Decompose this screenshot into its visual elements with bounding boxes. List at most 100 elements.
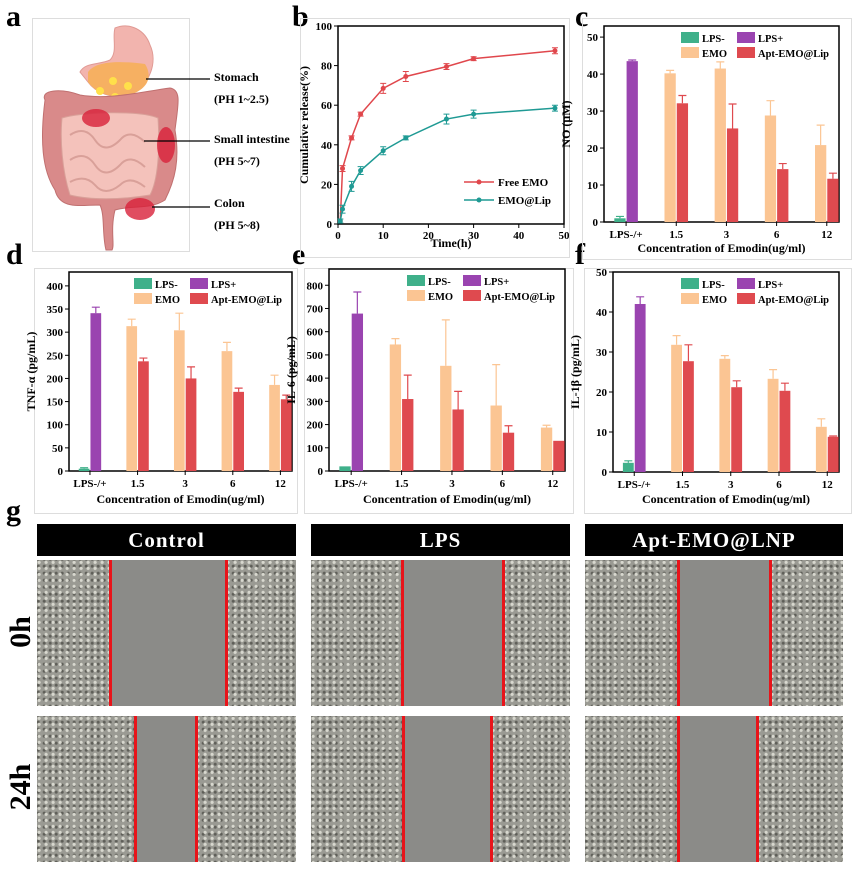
y-tick-label-f: 10 (596, 427, 608, 439)
error-bar (234, 387, 243, 392)
bar-apt-emo-lip (827, 178, 839, 222)
y-tick-label-f: 40 (596, 307, 608, 319)
y-tick-label-d: 200 (47, 373, 64, 385)
data-point (340, 206, 346, 212)
y-tick-label-c: 10 (587, 180, 599, 192)
legend-swatch (737, 278, 755, 289)
legend-label: Apt-EMO@Lip (758, 295, 829, 306)
panel-label-b: b (292, 0, 309, 33)
legend-swatch (737, 32, 755, 43)
cell-region (37, 716, 135, 862)
row-label-0h: 0h (4, 616, 37, 648)
bar-lps- (78, 468, 90, 471)
bar-emo (269, 384, 280, 471)
bar-apt-emo-lip (233, 391, 244, 471)
data-point (358, 111, 364, 117)
y-tick-label-e: 400 (307, 373, 324, 385)
legend-label: EMO (428, 292, 453, 303)
data-point (349, 183, 355, 189)
legend-label: LPS+ (211, 280, 236, 291)
legend-label: LPS+ (484, 277, 509, 288)
error-bar (615, 215, 624, 219)
error-bar (91, 306, 100, 314)
x-tick-label-d: 3 (182, 478, 188, 490)
legend-marker (476, 179, 482, 185)
data-point (403, 135, 409, 141)
error-bar (139, 357, 148, 362)
panel-label-g: g (6, 494, 21, 527)
colon-label: Colon (214, 196, 245, 210)
bar-emo (540, 427, 553, 471)
bar-apt-emo-lip (682, 361, 694, 472)
bar-emo (440, 365, 452, 471)
y-axis-label-f: IL-1β (pg/mL) (568, 335, 582, 409)
y-tick-label-d: 100 (47, 420, 64, 432)
error-bar (766, 100, 775, 116)
bar-emo (221, 351, 233, 471)
y-axis-label-e: IL-6 (pg/mL) (284, 336, 298, 404)
bar-apt-emo-lip (452, 409, 464, 471)
panel-label-e: e (292, 238, 306, 271)
y-tick-label-d: 350 (47, 304, 64, 316)
legend-label: LPS- (155, 280, 178, 291)
legend-label: EMO (702, 49, 727, 60)
panel-label-a: a (6, 0, 21, 33)
bar-emo (714, 68, 726, 222)
scratch-gap (402, 560, 503, 706)
bar-apt-emo-lip (138, 361, 149, 471)
error-bar (732, 380, 741, 388)
error-bar (391, 338, 400, 345)
legend-swatch (681, 278, 699, 289)
stomach-ph: (PH 1~2.5) (214, 92, 269, 106)
panel-c-frame (582, 18, 852, 260)
x-tick-label-c: 1.5 (669, 229, 683, 241)
legend-label: EMO (155, 295, 180, 306)
y-tick-label-e: 700 (307, 303, 324, 315)
data-point (358, 168, 364, 174)
bar-emo (767, 378, 779, 472)
y-tick-label-f: 20 (596, 387, 608, 399)
column-header-control: Control (37, 524, 296, 556)
data-point (552, 48, 558, 54)
x-tick-label-c: 12 (821, 229, 833, 241)
y-tick-label-b: 60 (321, 100, 333, 112)
error-bar (678, 94, 687, 104)
error-bar (778, 162, 787, 170)
legend-label: LPS- (702, 34, 725, 45)
cell-region (311, 716, 403, 862)
data-point (471, 56, 477, 62)
error-bar (441, 319, 450, 366)
x-tick-label-d: 6 (230, 478, 236, 490)
data-point (337, 218, 343, 224)
cell-region (311, 560, 402, 706)
legend-swatch (681, 47, 699, 58)
bar-apt-emo-lip (553, 440, 565, 471)
y-axis-label-b: Cumulative release(%) (297, 66, 311, 184)
data-point (552, 105, 558, 111)
y-tick-label-c: 30 (587, 106, 599, 118)
scratch-image-control-24h (37, 716, 296, 862)
legend-label: Apt-EMO@Lip (484, 292, 555, 303)
x-tick-label-d: LPS-/+ (73, 478, 106, 490)
y-tick-label-b: 40 (321, 140, 333, 152)
scratch-gap (403, 716, 491, 862)
scratch-image-control-0h (37, 560, 296, 706)
data-point (340, 166, 346, 172)
panel-f-frame (584, 268, 852, 514)
panel-a-frame (32, 18, 190, 252)
legend-swatch (681, 293, 699, 304)
digestive-tract-illustration (41, 25, 210, 251)
bar-emo (389, 344, 402, 471)
bar-apt-emo-lip (280, 399, 292, 471)
legend-swatch (134, 278, 152, 289)
x-tick-label-b: 0 (335, 230, 341, 242)
y-tick-label-f: 30 (596, 347, 608, 359)
scratch-image-apt-emo-lnp-24h (585, 716, 843, 862)
scratch-gap (110, 560, 226, 706)
bar-emo (664, 73, 676, 222)
legend-label: EMO@Lip (498, 195, 551, 207)
column-header-apt-emo-lnp: Apt-EMO@LNP (585, 524, 843, 556)
wound-edge-line (502, 560, 505, 706)
x-tick-label-f: 3 (728, 479, 734, 491)
panel-b-frame (300, 18, 570, 258)
